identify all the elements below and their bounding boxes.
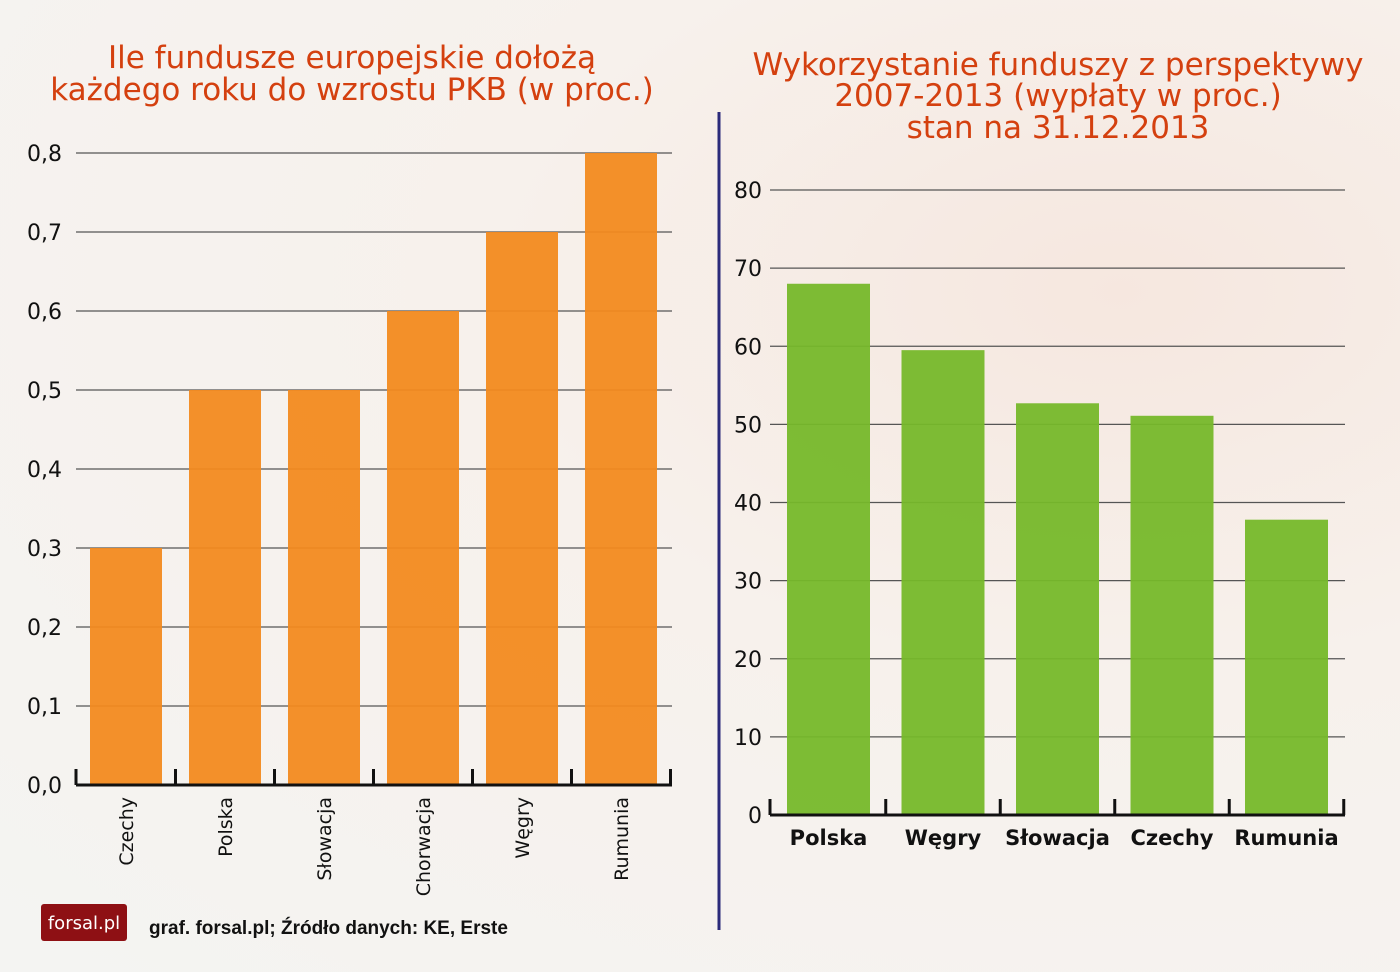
y-tick-label: 80 xyxy=(734,179,762,204)
footer: forsal.pl graf. forsal.pl; Źródło danych… xyxy=(41,904,508,941)
y-tick-label: 0,1 xyxy=(27,695,62,720)
source-note: graf. forsal.pl; Źródło danych: KE, Erst… xyxy=(149,917,508,939)
y-tick-label: 0,0 xyxy=(27,774,62,799)
y-tick-label: 60 xyxy=(734,335,762,360)
chart-title-line: stan na 31.12.2013 xyxy=(907,110,1210,146)
y-tick-label: 0,7 xyxy=(27,221,62,246)
x-tick-label: Czechy xyxy=(1131,826,1214,850)
bar-rumunia xyxy=(585,153,657,785)
y-tick-label: 0,4 xyxy=(27,458,62,483)
chart-title-line: Ile fundusze europejskie dołożą xyxy=(108,40,596,76)
right-chart: Wykorzystanie funduszy z perspektywy2007… xyxy=(734,47,1363,850)
chart-title-line: Wykorzystanie funduszy z perspektywy xyxy=(753,47,1364,83)
bar-rumunia xyxy=(1245,519,1328,815)
x-tick-label: Rumunia xyxy=(1234,826,1338,850)
y-tick-label: 0,3 xyxy=(27,537,62,562)
y-tick-label: 30 xyxy=(734,570,762,595)
bar-węgry xyxy=(486,232,558,785)
x-tick-label: Rumunia xyxy=(611,797,633,881)
y-tick-label: 10 xyxy=(734,726,762,751)
x-tick-label: Polska xyxy=(790,826,868,850)
y-tick-label: 0,8 xyxy=(27,142,62,167)
y-tick-label: 0,5 xyxy=(27,379,62,404)
y-tick-label: 50 xyxy=(734,413,762,438)
x-tick-label: Węgry xyxy=(905,826,982,850)
chart-title-line: każdego roku do wzrostu PKB (w proc.) xyxy=(50,72,654,108)
y-tick-label: 40 xyxy=(734,492,762,517)
bar-węgry xyxy=(901,350,985,815)
x-tick-label: Węgry xyxy=(512,797,534,859)
y-tick-label: 70 xyxy=(734,257,762,282)
y-tick-label: 0,2 xyxy=(27,616,62,641)
bar-czechy xyxy=(1130,415,1214,815)
bar-słowacja xyxy=(1016,403,1099,815)
chart-title-line: 2007-2013 (wypłaty w proc.) xyxy=(834,78,1281,114)
x-tick-label: Chorwacja xyxy=(413,797,435,896)
x-tick-label: Czechy xyxy=(116,797,138,866)
bar-czechy xyxy=(90,548,162,785)
bar-polska xyxy=(787,283,870,815)
y-tick-label: 20 xyxy=(734,648,762,673)
x-tick-label: Polska xyxy=(215,797,237,857)
forsal-logo xyxy=(41,904,127,941)
bar-słowacja xyxy=(288,390,360,785)
y-tick-label: 0 xyxy=(748,804,762,829)
bar-chorwacja xyxy=(387,311,459,785)
x-tick-label: Słowacja xyxy=(1005,826,1110,850)
y-tick-label: 0,6 xyxy=(27,300,62,325)
forsal-logo-text: forsal.pl xyxy=(48,913,120,934)
x-tick-label: Słowacja xyxy=(314,797,336,881)
bar-polska xyxy=(189,390,261,785)
